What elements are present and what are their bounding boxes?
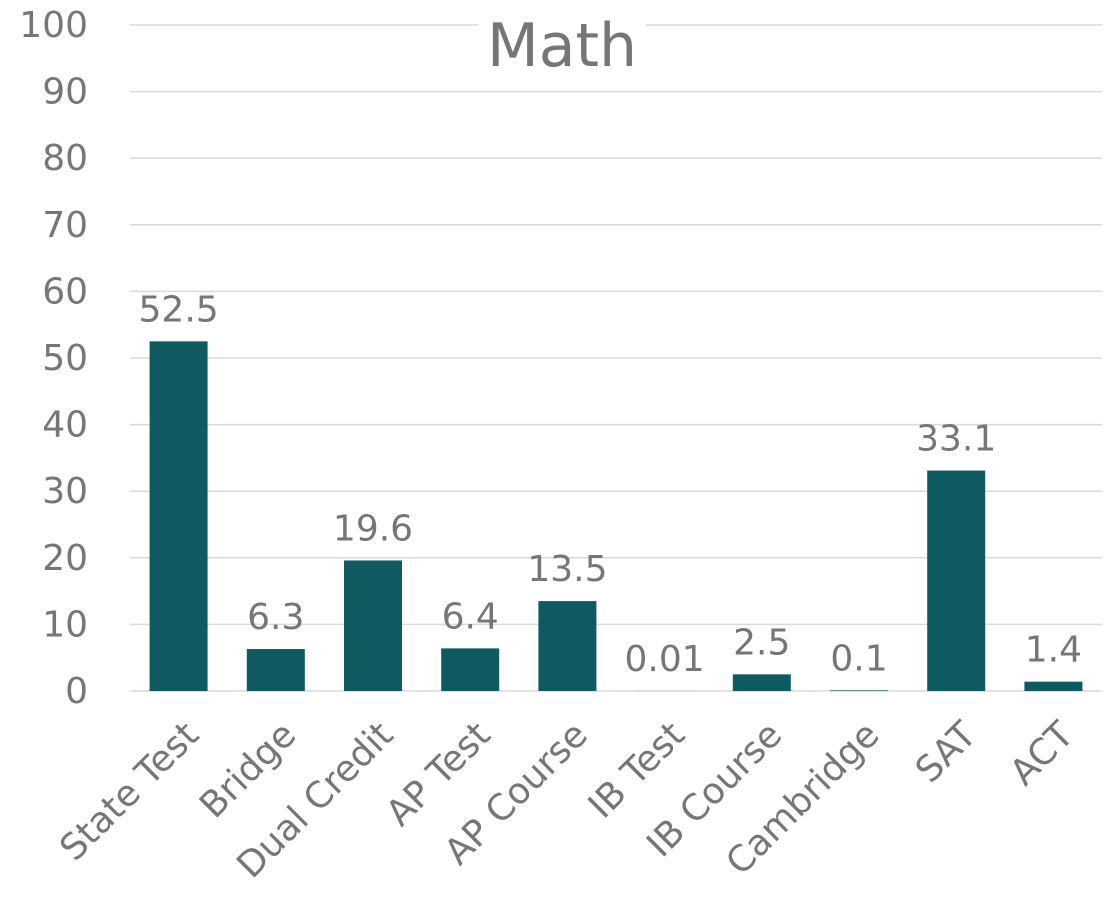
data-label: 52.5 (139, 289, 219, 330)
data-label: 6.3 (247, 597, 304, 638)
y-tick-label: 60 (42, 271, 88, 312)
bar (927, 470, 986, 691)
y-tick-label: 40 (42, 405, 88, 446)
data-label: 0.01 (625, 639, 705, 680)
bar (246, 649, 305, 691)
y-tick-label: 70 (42, 205, 88, 246)
y-axis-tick-labels: 0 10 20 30 40 50 60 70 80 90 100 (19, 5, 88, 712)
y-tick-label: 100 (19, 5, 88, 46)
x-category-label: State Test (52, 714, 207, 869)
x-category-label: ACT (1002, 714, 1082, 794)
y-tick-label: 90 (42, 72, 88, 113)
bar (830, 690, 888, 691)
bar (732, 674, 791, 691)
y-tick-label: 0 (65, 671, 88, 712)
y-tick-label: 20 (42, 538, 88, 579)
y-tick-label: 10 (42, 604, 88, 645)
data-label: 6.4 (442, 596, 499, 637)
data-label: 33.1 (916, 419, 996, 460)
data-label: 0.1 (830, 638, 887, 679)
bar (149, 341, 208, 691)
bar (344, 560, 402, 691)
bar (441, 648, 500, 691)
data-label: 13.5 (527, 549, 607, 590)
y-tick-label: 30 (42, 471, 88, 512)
data-label: 1.4 (1025, 630, 1082, 671)
y-tick-label: 80 (42, 138, 88, 179)
bar (538, 601, 597, 691)
data-labels: 52.5 6.3 19.6 6.4 13.5 0.01 2.5 0.1 33.1 1.4 (139, 289, 1083, 680)
chart-title: Math (487, 11, 637, 81)
bar-series (149, 341, 1083, 691)
gridlines (130, 24, 1102, 692)
chart-title-background (478, 8, 646, 82)
data-label: 19.6 (333, 508, 413, 549)
x-category-label: SAT (908, 714, 985, 791)
y-tick-label: 50 (42, 338, 88, 379)
data-label: 2.5 (733, 622, 790, 663)
bar (1024, 681, 1083, 691)
